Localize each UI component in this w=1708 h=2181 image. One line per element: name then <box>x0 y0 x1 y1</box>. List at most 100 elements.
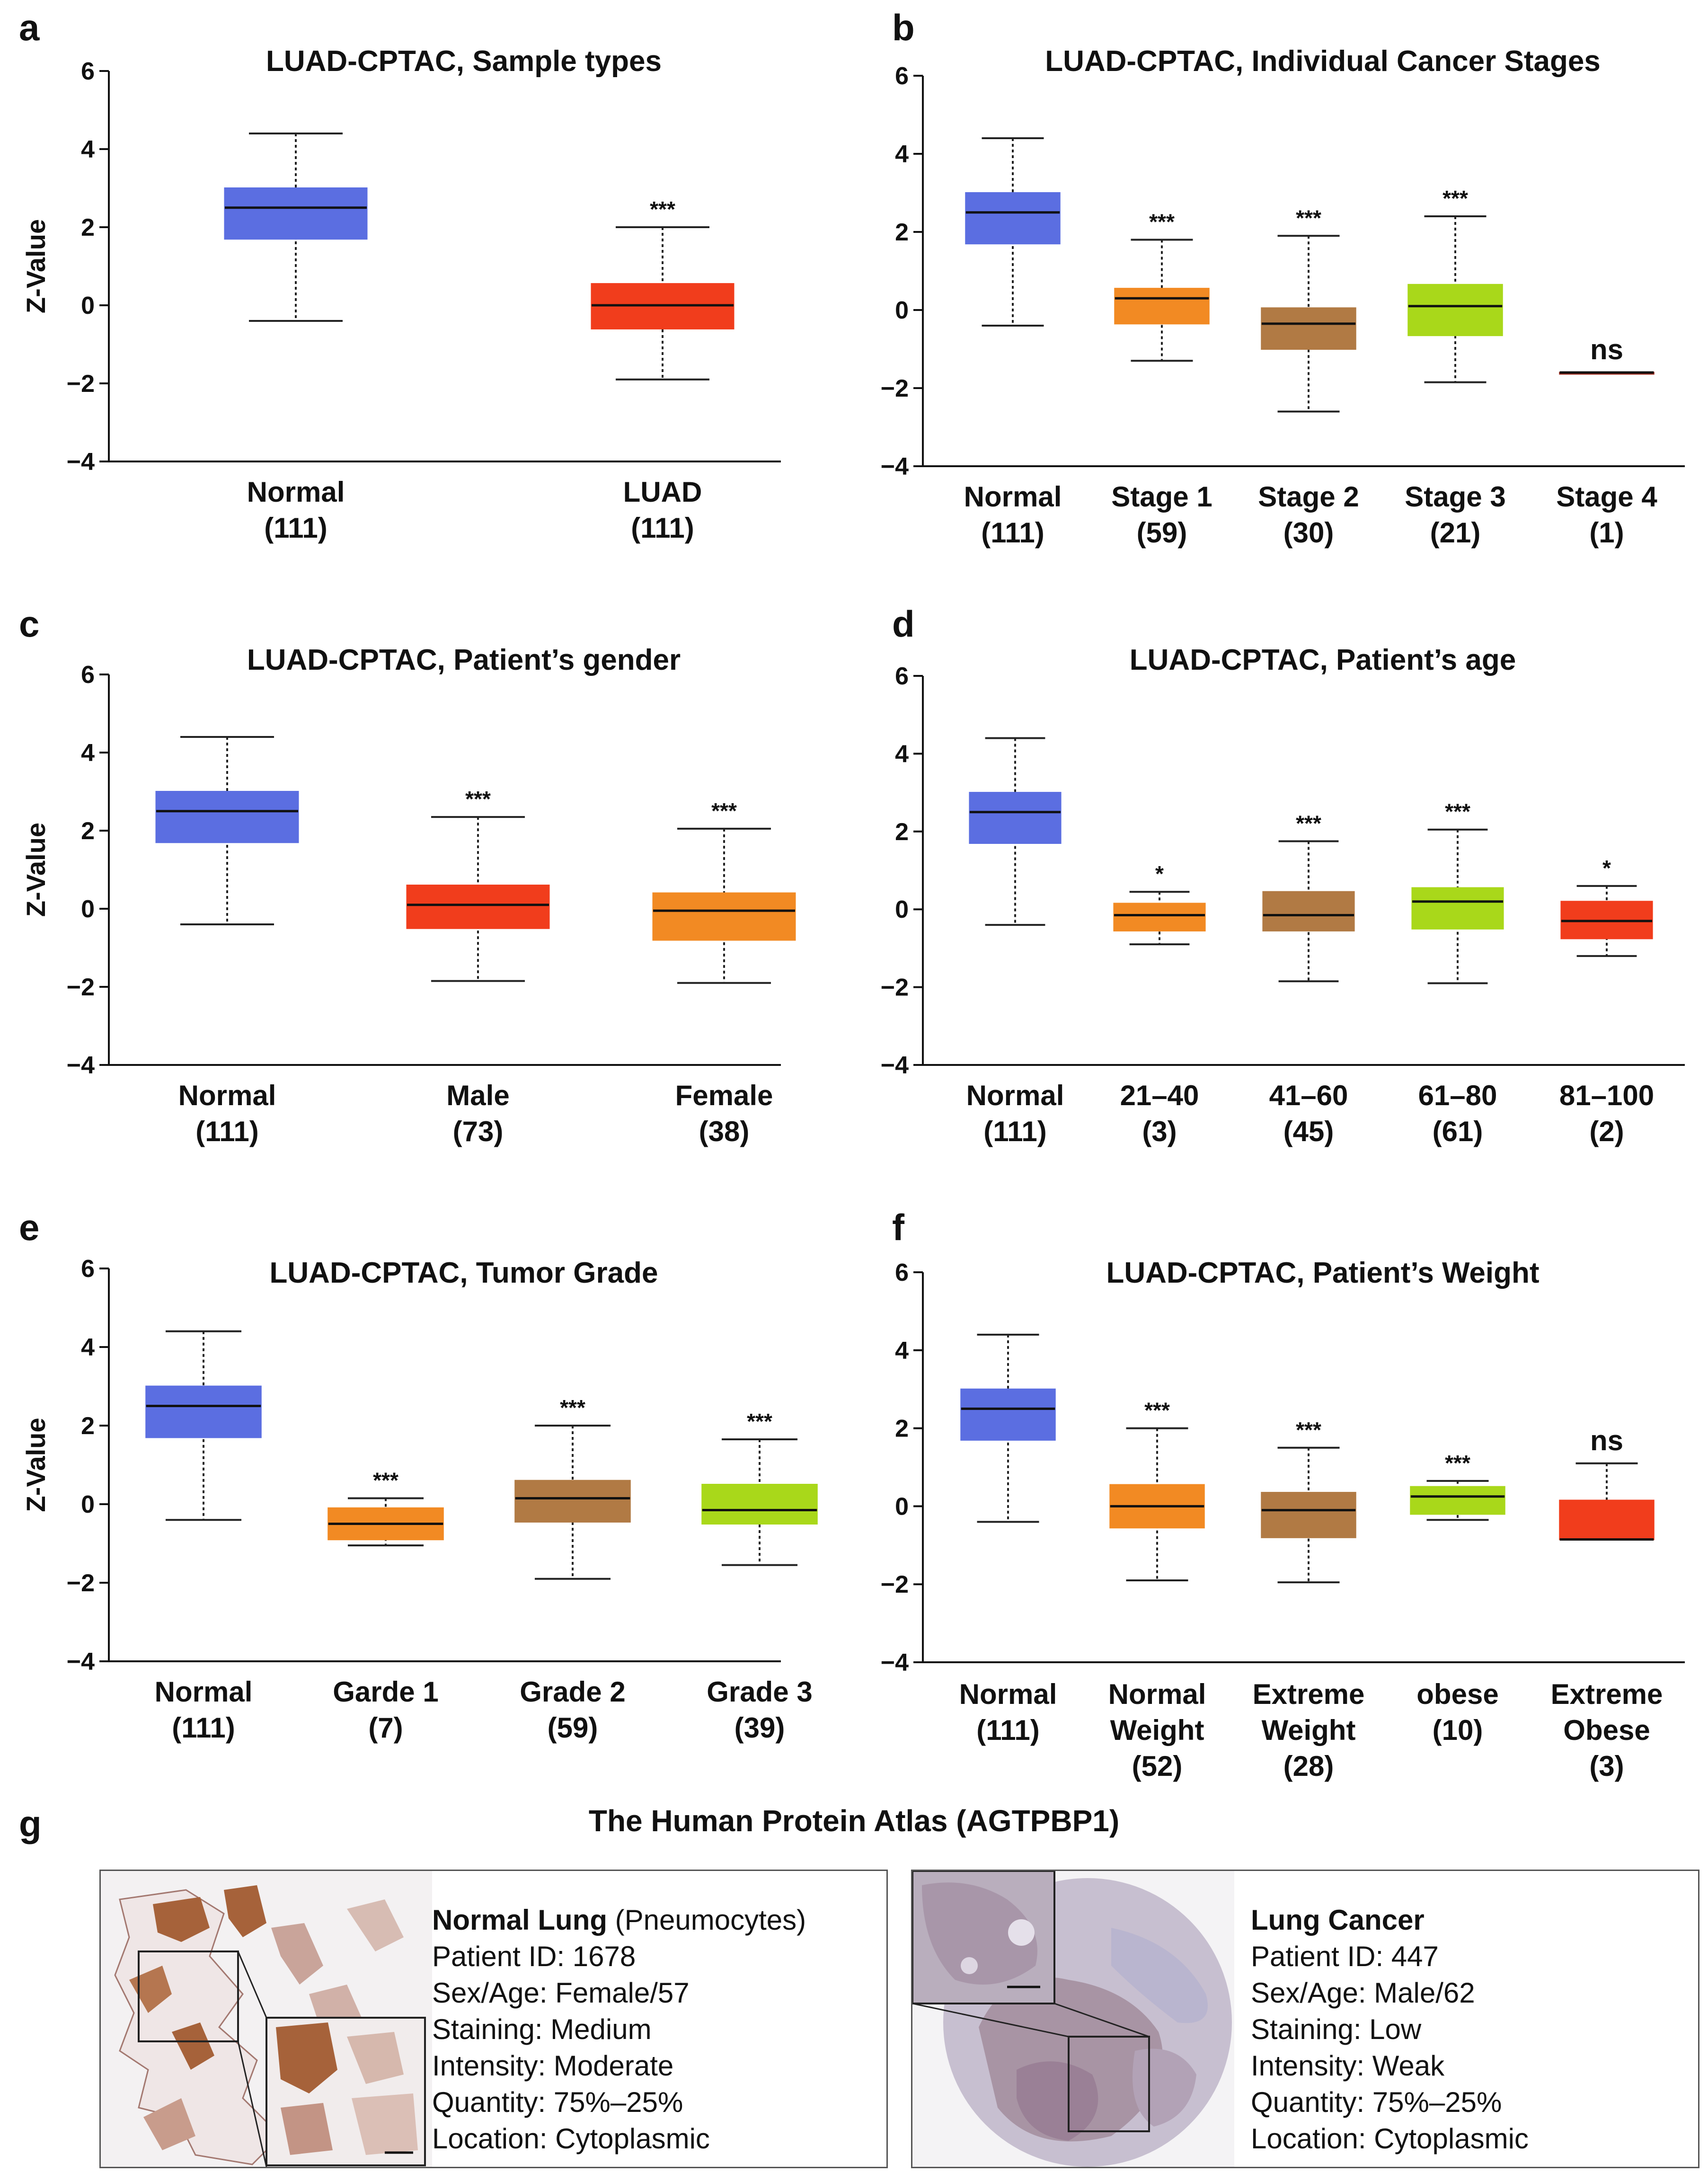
normal-heading: Normal Lung <box>432 1904 607 1936</box>
category-label-e-2: (59) <box>548 1712 598 1744</box>
y-tick-label: 2 <box>81 1412 95 1440</box>
cancer-quantity: Quantity: 75%–25% <box>1251 2086 1502 2118</box>
chart-title-f: LUAD-CPTAC, Patient’s Weight <box>1106 1257 1539 1289</box>
y-tick-label: −2 <box>67 370 95 398</box>
box-b-0 <box>965 192 1061 245</box>
y-axis-label-c: Z-Value <box>21 823 51 917</box>
category-label-e-1: (7) <box>368 1712 403 1744</box>
category-label-a-1: LUAD <box>623 476 702 508</box>
category-label-f-1: (52) <box>1132 1750 1183 1782</box>
y-tick-label: −4 <box>67 1648 95 1676</box>
panel-letter-g: g <box>19 1803 42 1844</box>
category-label-b-1: Stage 1 <box>1111 481 1212 513</box>
category-label-c-0: Normal <box>178 1080 276 1111</box>
category-label-b-3: Stage 3 <box>1405 481 1505 513</box>
sig-label-e-3: *** <box>747 1409 772 1434</box>
chart-title-b: LUAD-CPTAC, Individual Cancer Stages <box>1045 45 1601 78</box>
category-label-a-0: (111) <box>264 512 327 544</box>
sig-label-c-2: *** <box>711 798 737 823</box>
cancer-heading: Lung Cancer <box>1251 1904 1425 1936</box>
sig-label-b-1: *** <box>1149 210 1175 234</box>
y-tick-label: 6 <box>895 663 909 690</box>
chart-panel-a: a LUAD-CPTAC, Sample types 6 4 2 0 −2 −4 Z-Value… <box>19 7 781 544</box>
sig-label-f-2: *** <box>1296 1418 1321 1442</box>
category-label-b-2: Stage 2 <box>1258 481 1359 513</box>
category-label-a-0: Normal <box>247 476 345 508</box>
category-label-d-4: 81–100 <box>1559 1080 1654 1111</box>
y-tick-label: 0 <box>895 1493 909 1520</box>
hpa-cancer-panel: Lung Cancer Patient ID: 447 Sex/Age: Mal… <box>911 1870 1699 2168</box>
category-label-b-4: (1) <box>1589 517 1624 549</box>
sig-label-d-3: *** <box>1445 799 1470 824</box>
panel-letter-e: e <box>19 1206 39 1248</box>
category-label-c-2: (38) <box>699 1116 750 1147</box>
category-label-e-3: (39) <box>735 1712 785 1744</box>
y-tick-label: 2 <box>81 817 95 845</box>
panel-letter-c: c <box>19 603 39 645</box>
category-label-e-2: Grade 2 <box>520 1676 625 1708</box>
y-tick-label: −2 <box>67 1569 95 1597</box>
category-label-b-1: (59) <box>1137 517 1187 549</box>
sig-label-f-4: ns <box>1590 1425 1623 1456</box>
category-label-d-3: (61) <box>1433 1116 1483 1147</box>
category-label-f-4: Extreme <box>1551 1678 1663 1710</box>
box-d-3 <box>1411 887 1504 930</box>
hpa-normal-text: Normal Lung (Pneumocytes) Patient ID: 16… <box>432 1902 806 2157</box>
category-label-b-3: (21) <box>1430 517 1481 549</box>
box-c-1 <box>406 885 550 929</box>
panel-letter-b: b <box>892 7 915 48</box>
box-d-1 <box>1113 903 1206 931</box>
cancer-patient-id: Patient ID: 447 <box>1251 1941 1439 1972</box>
hpa-normal-panel: Normal Lung (Pneumocytes) Patient ID: 16… <box>99 1870 888 2168</box>
box-b-2 <box>1261 307 1356 350</box>
normal-staining: Staining: Medium <box>432 2013 652 2045</box>
y-tick-label: 4 <box>895 740 909 768</box>
box-c-2 <box>652 892 796 941</box>
category-label-f-2: Weight <box>1262 1714 1356 1746</box>
category-label-c-2: Female <box>675 1080 773 1111</box>
y-tick-label: 6 <box>895 1259 909 1286</box>
normal-lung-tissue-image <box>101 1871 432 2167</box>
y-tick-label: 0 <box>81 292 95 319</box>
chart-title-c: LUAD-CPTAC, Patient’s gender <box>247 644 681 676</box>
y-tick-label: 4 <box>81 1334 95 1361</box>
category-label-f-1: Normal <box>1108 1678 1206 1710</box>
box-b-3 <box>1407 284 1503 337</box>
box-e-0 <box>145 1385 262 1438</box>
sig-label-d-2: *** <box>1296 811 1321 835</box>
sig-label-d-1: * <box>1155 861 1164 886</box>
y-tick-label: 2 <box>895 1415 909 1443</box>
cancer-location: Location: Cytoplasmic <box>1251 2123 1529 2154</box>
chart-panel-b: b LUAD-CPTAC, Individual Cancer Stages 6 4 2… <box>881 7 1685 549</box>
cancer-staining: Staining: Low <box>1251 2013 1422 2045</box>
y-tick-label: −4 <box>881 453 909 480</box>
y-axis-label-a: Z-Value <box>21 219 51 313</box>
category-label-d-2: (45) <box>1283 1116 1334 1147</box>
chart-title-e: LUAD-CPTAC, Tumor Grade <box>270 1257 658 1289</box>
sig-label-f-3: *** <box>1445 1451 1470 1475</box>
y-tick-label: 2 <box>895 219 909 246</box>
y-tick-label: 4 <box>81 739 95 767</box>
normal-sex-age: Sex/Age: Female/57 <box>432 1977 690 2009</box>
category-label-b-0: (111) <box>981 517 1044 549</box>
y-tick-label: 0 <box>895 297 909 324</box>
y-tick-label: −4 <box>67 1052 95 1079</box>
category-label-d-4: (2) <box>1589 1116 1624 1147</box>
sig-label-b-2: *** <box>1296 205 1321 230</box>
chart-title-d: LUAD-CPTAC, Patient’s age <box>1130 644 1516 676</box>
sig-label-e-2: *** <box>560 1395 585 1420</box>
panel-letter-a: a <box>19 7 40 48</box>
category-label-f-0: (111) <box>976 1714 1039 1746</box>
panel-letter-d: d <box>892 603 915 645</box>
y-tick-label: 6 <box>81 58 95 85</box>
figure-charts: a LUAD-CPTAC, Sample types 6 4 2 0 −2 −4 Z-Value… <box>19 7 1685 1782</box>
normal-location: Location: Cytoplasmic <box>432 2123 710 2154</box>
category-label-f-3: obese <box>1416 1678 1498 1710</box>
y-tick-label: 6 <box>895 62 909 90</box>
normal-quantity: Quantity: 75%–25% <box>432 2086 683 2118</box>
category-label-f-2: Extreme <box>1253 1678 1365 1710</box>
category-label-d-2: 41–60 <box>1269 1080 1348 1111</box>
box-e-2 <box>514 1480 631 1523</box>
chart-panel-e: e LUAD-CPTAC, Tumor Grade 6 4 2 0 −2 −4 Z-Value N… <box>19 1206 818 1744</box>
y-tick-label: −4 <box>881 1649 909 1676</box>
